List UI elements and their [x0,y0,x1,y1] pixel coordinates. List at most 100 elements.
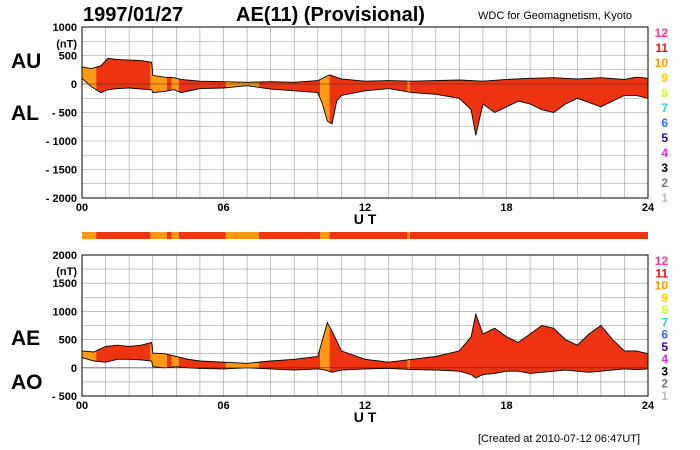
area-segment-11 [96,342,151,363]
legend-item-12: 12 [655,26,669,40]
chart-title: AE(11) (Provisional) [236,4,425,26]
area-segment-10 [225,362,259,369]
y-tick-label: - 2000 [46,193,77,205]
legend-item-6: 6 [661,116,668,130]
legend-item-3: 3 [661,161,668,175]
band-segment-11 [329,232,408,239]
unit-label: (nT) [56,39,77,51]
station-count-band [82,232,648,239]
au-al-panel: 1000 500 0 - 500 - 1000 - 1500 - 2000 (nT) 00 06 1… [46,22,669,227]
y-tick-label: - 500 [52,391,77,403]
legend-item-4: 4 [661,352,668,366]
au-label: AU [11,50,42,73]
area-segment-11 [409,77,648,136]
x-axis-label: U T [354,409,377,425]
x-tick-label: 06 [217,400,229,412]
legend-item-5: 5 [661,131,668,145]
x-tick-label: 24 [642,400,655,412]
legend-item-12: 12 [655,254,669,268]
created-timestamp: [Created at 2010-07-12 06:47UT] [478,433,641,445]
al-label: AL [11,102,39,125]
area-segment-10 [407,81,410,93]
legend-item-2: 2 [661,377,668,391]
y-tick-label: 500 [59,335,77,347]
area-segment-11 [409,314,648,378]
au-al-lower-line [81,77,649,136]
y-tick-label: 500 [59,51,77,63]
ae-label: AE [11,327,41,350]
y-tick-label: 1500 [53,278,77,290]
area-segment-10 [171,355,179,368]
legend-item-1: 1 [661,389,668,403]
legend-item-7: 7 [661,101,668,115]
area-segment-10 [150,342,167,368]
band-segment-10 [171,232,179,239]
band-segment-10 [225,232,259,239]
x-tick-label: 00 [76,400,88,412]
y-tick-label: - 1000 [46,136,77,148]
band-segment-10 [407,232,410,239]
area-segment-10 [225,81,259,88]
legend-item-11: 11 [655,41,668,55]
band-segment-10 [82,232,97,239]
source-label: WDC for Geomagnetism, Kyoto [478,10,633,22]
band-segment-11 [409,232,648,239]
y-tick-label: 0 [71,79,77,91]
legend-item-7: 7 [661,315,668,329]
area-segment-10 [320,322,330,372]
ae-ao-lower-line [81,357,649,379]
legend-item-8: 8 [661,86,668,100]
legend-item-9: 9 [661,291,668,305]
y-tick-label: 2000 [53,250,77,262]
unit-label: (nT) [56,266,77,278]
plot-frame [81,254,649,397]
legend-item-8: 8 [661,303,668,317]
x-tick-label: 00 [76,202,88,214]
x-axis-label: U T [354,211,377,227]
legend-item-10: 10 [655,279,669,293]
legend-item-11: 11 [655,266,668,280]
band-segment-10 [320,232,330,239]
legend-item-4: 4 [661,146,668,160]
y-tick-label: 0 [71,363,77,375]
x-tick-label: 18 [500,400,512,412]
y-tick-label: - 1500 [46,165,77,177]
legend-item-5: 5 [661,340,668,354]
x-tick-label: 12 [359,202,371,214]
area-segment-10 [150,62,167,93]
ae-ao-upper-line [81,312,649,364]
area-segment-11 [258,348,321,371]
x-tick-label: 24 [642,202,655,214]
x-tick-label: 06 [217,202,229,214]
au-al-upper-line [81,57,649,83]
band-segment-11 [258,232,321,239]
area-segment-10 [320,74,330,123]
area-segment-11 [178,78,226,93]
legend-item-1: 1 [661,191,668,205]
area-segment-10 [407,359,410,370]
y-tick-label: - 500 [52,108,77,120]
y-tick-label: 1000 [53,22,77,34]
band-segment-11 [96,232,151,239]
y-tick-label: 1000 [53,306,77,318]
area-segment-10 [171,77,179,92]
legend-item-9: 9 [661,71,668,85]
band-segment-10 [150,232,167,239]
area-segment-11 [96,58,151,93]
plot-frame [81,26,649,199]
legend-item-10: 10 [655,56,669,70]
legend-item-6: 6 [661,328,668,342]
area-segment-11 [329,326,408,373]
legend-item-3: 3 [661,364,668,378]
area-segment-11 [166,354,172,368]
area-segment-10 [82,66,97,90]
x-tick-label: 12 [359,400,371,412]
band-segment-11 [166,232,172,239]
date-title: 1997/01/27 [83,4,184,26]
ao-label: AO [11,371,43,394]
x-tick-label: 18 [500,202,512,214]
legend-item-2: 2 [661,176,668,190]
band-segment-11 [178,232,226,239]
